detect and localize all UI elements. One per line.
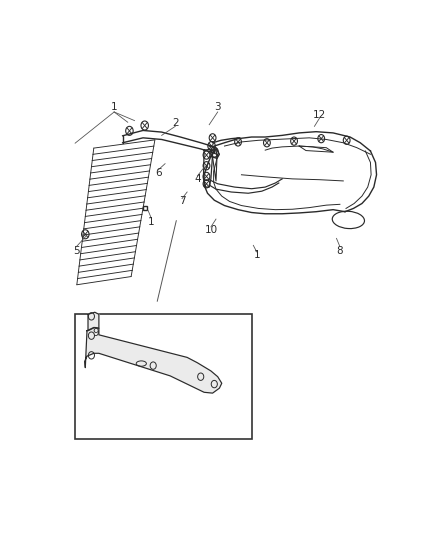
Text: 1: 1 [254,250,260,260]
Text: 1: 1 [111,102,117,112]
Text: 3: 3 [214,102,221,112]
Text: 10: 10 [205,225,217,235]
Bar [75,314,251,440]
Text: 1: 1 [148,217,155,227]
Polygon shape [88,312,99,330]
Text: 9: 9 [92,328,99,338]
Text: 2: 2 [172,118,179,128]
Text: 6: 6 [155,168,162,177]
Text: 8: 8 [336,246,343,256]
Text: 4: 4 [194,174,201,184]
Text: 5: 5 [74,246,80,256]
Text: 7: 7 [179,197,185,206]
Polygon shape [85,327,222,393]
Text: 12: 12 [313,110,326,120]
